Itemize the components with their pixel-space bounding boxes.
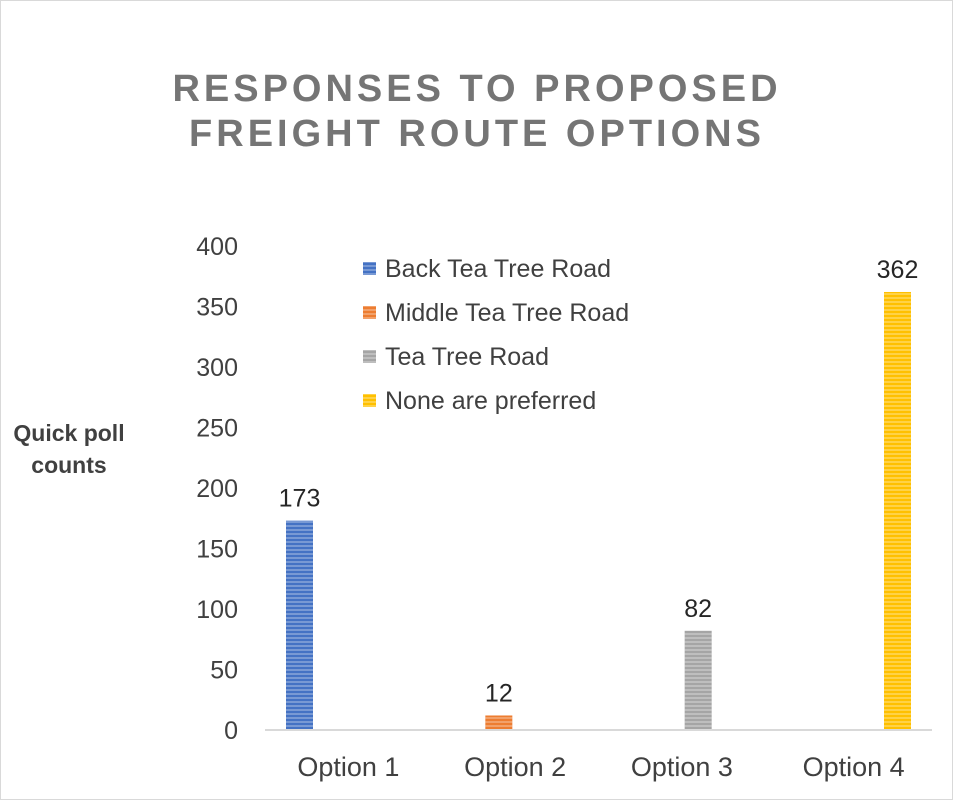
legend-label: Middle Tea Tree Road (385, 299, 629, 327)
bar-stripe-overlay (884, 291, 911, 730)
chart-title-line-2: FREIGHT ROUTE OPTIONS (189, 113, 765, 155)
x-category-label: Option 4 (803, 752, 905, 782)
data-label: 173 (279, 485, 321, 513)
legend-swatch-stripe (363, 262, 376, 275)
bar-group (286, 291, 911, 730)
legend-label: Back Tea Tree Road (385, 255, 611, 283)
legend-swatch-stripe (363, 350, 376, 363)
y-axis-label-line-2: counts (31, 452, 106, 478)
x-category-label: Option 2 (464, 752, 566, 782)
legend-label: None are preferred (385, 387, 596, 415)
y-tick-label: 250 (196, 415, 238, 443)
data-label: 12 (485, 679, 513, 707)
data-label-group: 173 12 82 362 (279, 256, 919, 707)
y-tick-label: 350 (196, 294, 238, 322)
data-label: 82 (684, 595, 712, 623)
y-axis-ticks: 0 50 100 150 200 250 300 350 400 (196, 233, 238, 745)
y-tick-label: 0 (224, 717, 238, 745)
y-tick-label: 150 (196, 536, 238, 564)
data-label: 362 (877, 256, 919, 284)
x-category-label: Option 3 (631, 752, 733, 782)
chart-title-line-1: RESPONSES TO PROPOSED (172, 68, 781, 110)
y-tick-label: 400 (196, 233, 238, 261)
legend-swatch-stripe (363, 306, 376, 319)
bar-stripe-overlay (485, 715, 513, 730)
x-category-label: Option 1 (297, 752, 399, 782)
legend-label: Tea Tree Road (385, 343, 549, 371)
legend: Back Tea Tree Road Middle Tea Tree Road Te… (363, 255, 629, 415)
x-axis-categories: Option 1 Option 2 Option 3 Option 4 (297, 752, 904, 782)
bar-stripe-overlay (286, 520, 313, 730)
y-tick-label: 50 (210, 657, 238, 685)
y-tick-label: 300 (196, 354, 238, 382)
y-tick-label: 100 (196, 596, 238, 624)
bar-stripe-overlay (684, 630, 712, 730)
y-tick-label: 200 (196, 475, 238, 503)
legend-swatch-stripe (363, 394, 376, 407)
y-axis-label-line-1: Quick poll (13, 420, 124, 446)
